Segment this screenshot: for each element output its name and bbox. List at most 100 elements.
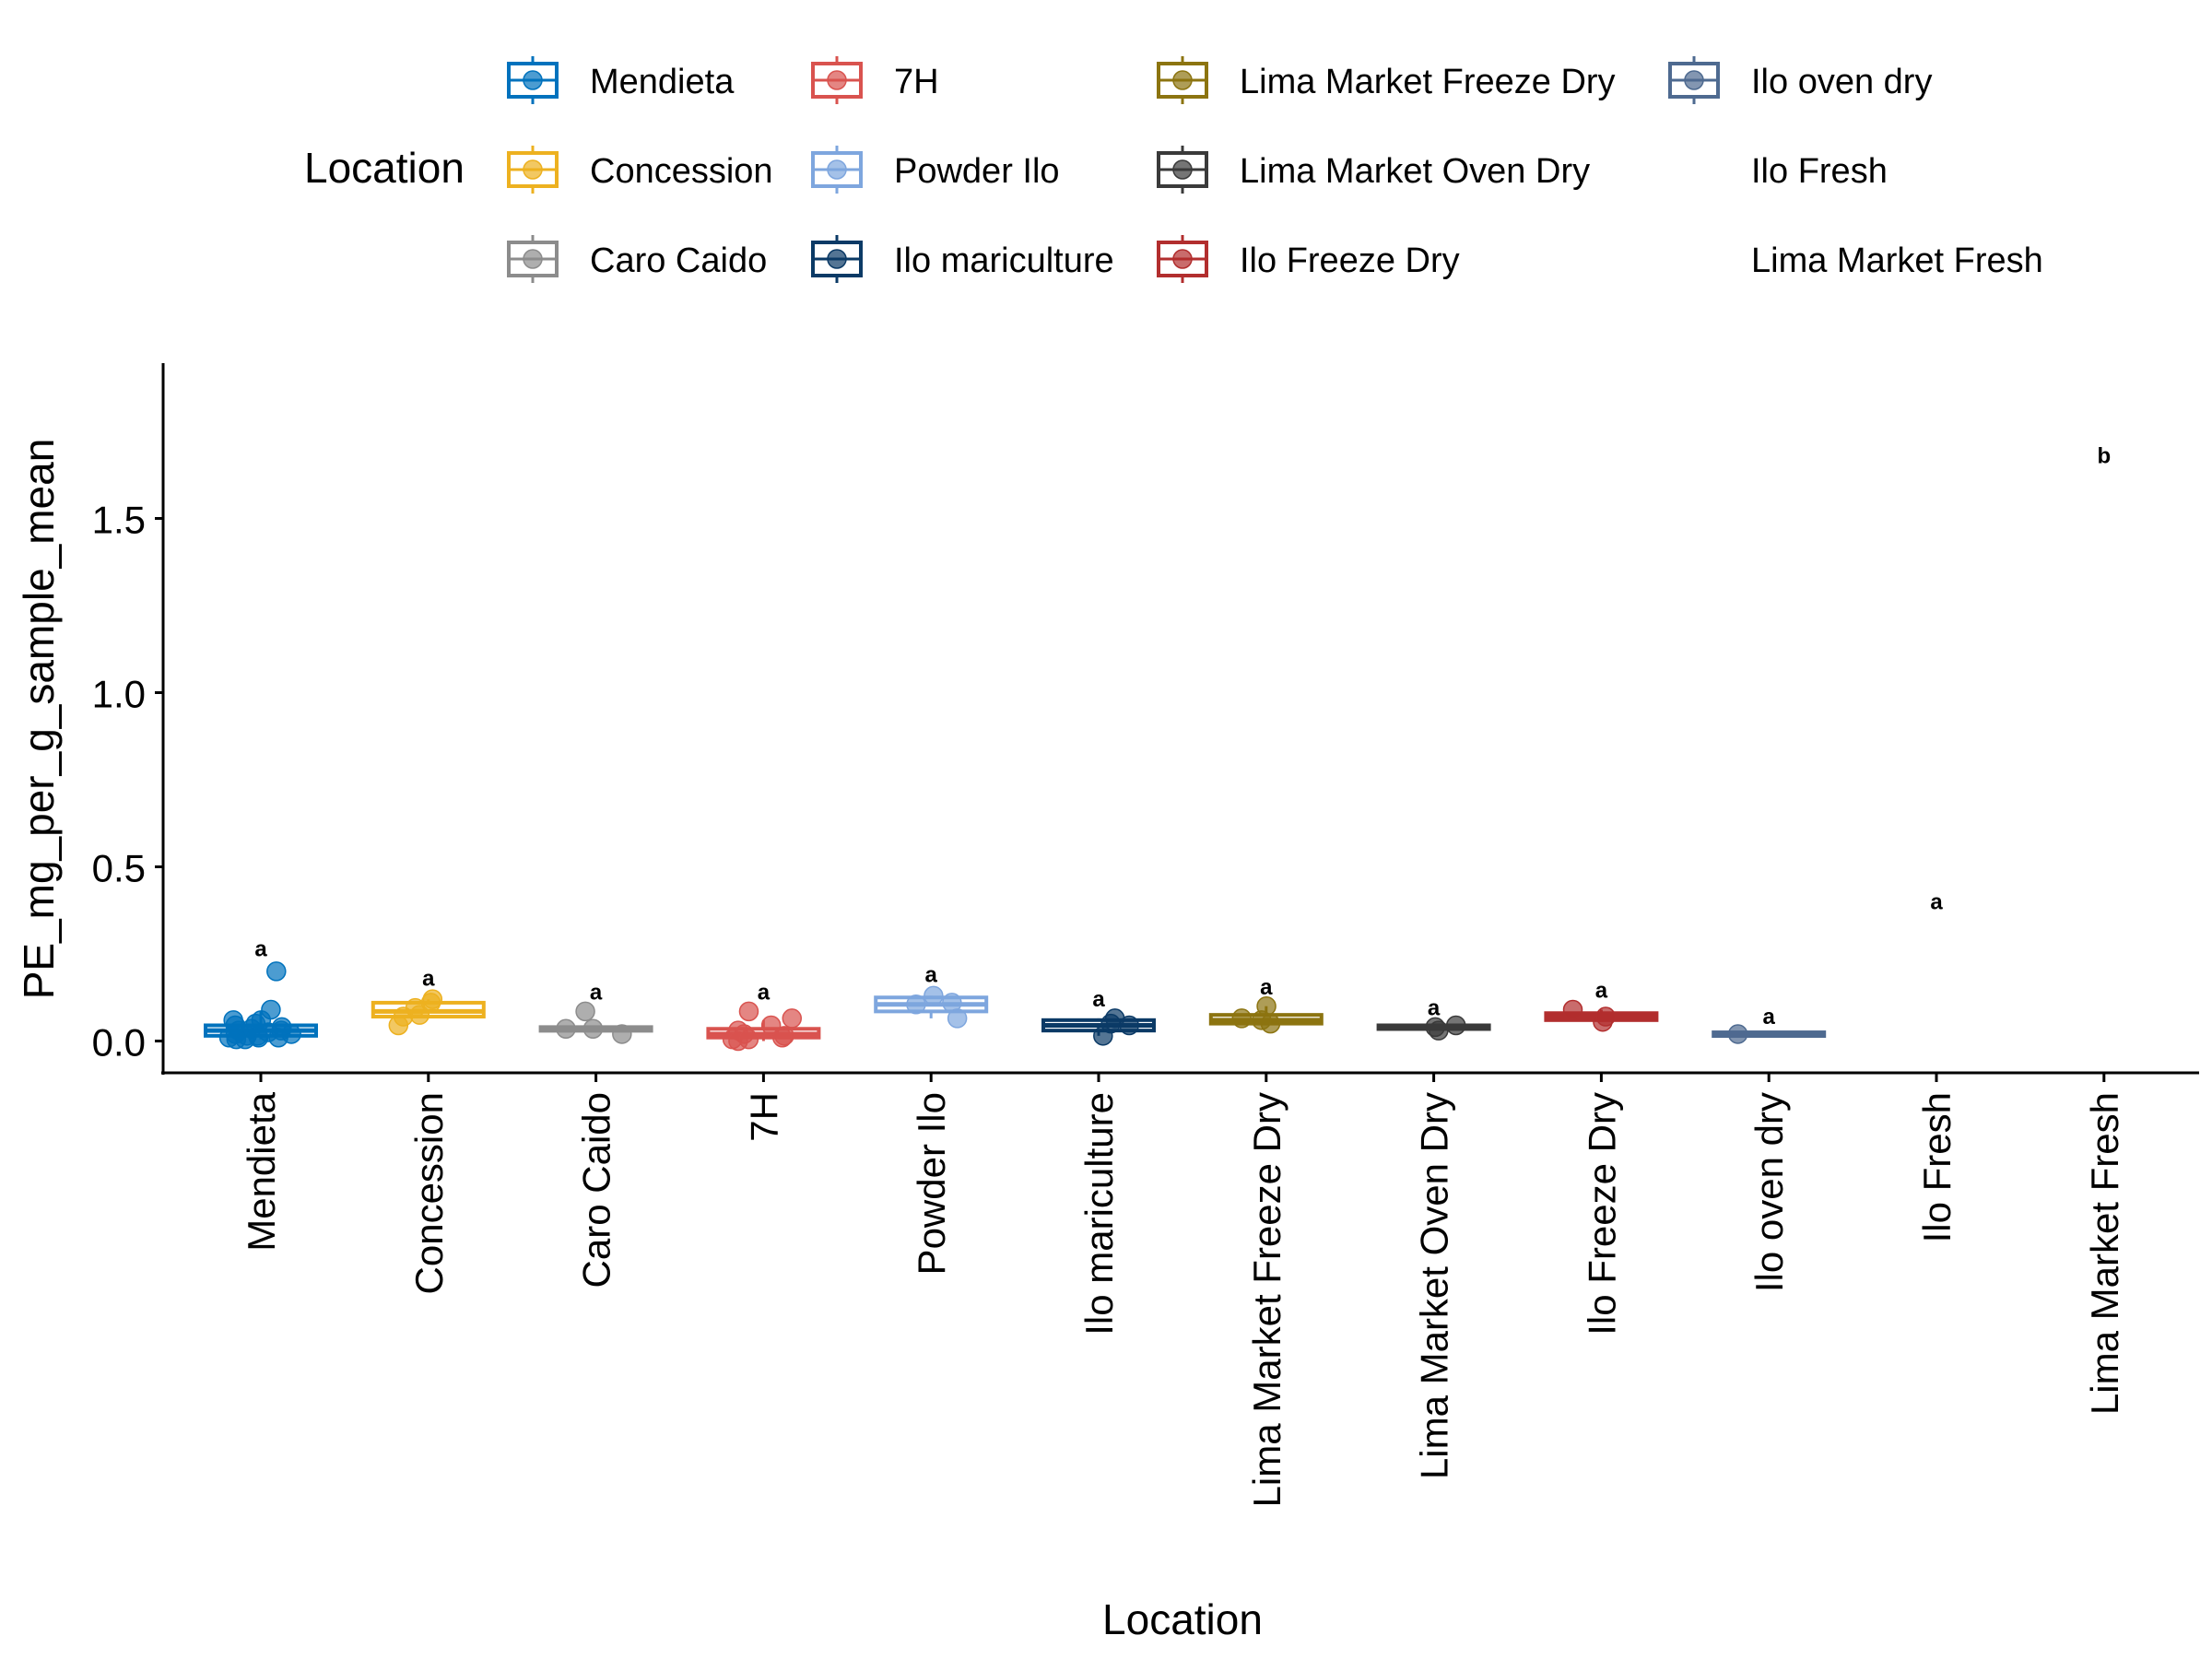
data-point bbox=[248, 1027, 269, 1048]
data-point bbox=[772, 1027, 793, 1048]
series-ilo-oven-dry: a bbox=[1712, 1005, 1827, 1044]
x-tick-label-lima-market-fresh: Lima Market Fresh bbox=[2083, 1092, 2126, 1415]
legend-label: Lima Market Freeze Dry bbox=[1240, 63, 1616, 101]
x-tick-label-ilo-mariculture: Ilo mariculture bbox=[1077, 1092, 1121, 1335]
data-point bbox=[388, 1015, 409, 1036]
series-ilo-freeze-dry: a bbox=[1544, 979, 1659, 1032]
legend-item-ilo-oven-dry: Ilo oven dry bbox=[1668, 56, 1932, 104]
legend-item-ilo-freeze-dry: Ilo Freeze Dry bbox=[1157, 235, 1460, 283]
legend-key-point bbox=[523, 249, 543, 269]
data-point bbox=[1429, 1020, 1449, 1041]
x-tick-label-lima-market-freeze-dry: Lima Market Freeze Dry bbox=[1245, 1092, 1288, 1507]
data-point bbox=[1445, 1015, 1466, 1036]
legend-item-concession: Concession bbox=[507, 146, 773, 194]
legend-item-lima-market-oven-dry: Lima Market Oven Dry bbox=[1157, 146, 1590, 194]
y-axis-label: PE_mg_per_g_sample_mean bbox=[15, 439, 63, 1000]
series-lima-market-oven-dry: a bbox=[1376, 996, 1491, 1041]
series-concession: a bbox=[371, 966, 486, 1036]
x-tick-label-caro-caido: Caro Caido bbox=[575, 1092, 618, 1288]
legend-key-point bbox=[523, 70, 543, 90]
data-point bbox=[266, 961, 287, 982]
x-axis-label: Location bbox=[1102, 1595, 1263, 1643]
significance-letter: a bbox=[1595, 979, 1608, 1004]
significance-letter: b bbox=[2097, 443, 2111, 468]
legend-item-powder-ilo: Powder Ilo bbox=[811, 146, 1060, 194]
data-point bbox=[924, 985, 944, 1006]
legend-label: Caro Caido bbox=[590, 241, 767, 280]
series-powder-ilo: a bbox=[874, 963, 989, 1029]
series-ilo-fresh: a bbox=[1930, 889, 1943, 914]
data-point bbox=[947, 1008, 968, 1029]
data-point bbox=[1231, 1008, 1253, 1029]
legend-item-ilo-fresh: Ilo Fresh bbox=[1751, 152, 1888, 191]
data-point bbox=[226, 1029, 247, 1050]
x-tick-label-ilo-freeze-dry: Ilo Freeze Dry bbox=[1580, 1092, 1623, 1335]
data-point bbox=[738, 1029, 759, 1050]
significance-letter: a bbox=[758, 981, 771, 1006]
series-caro-caido: a bbox=[538, 981, 653, 1044]
data-point bbox=[906, 994, 926, 1015]
legend-label: Lima Market Fresh bbox=[1751, 241, 2043, 280]
legend-label: Lima Market Oven Dry bbox=[1240, 152, 1590, 191]
legend-item-mendieta: Mendieta bbox=[507, 56, 735, 104]
legend-item-lima-market-fresh: Lima Market Fresh bbox=[1751, 241, 2043, 280]
significance-letter: a bbox=[254, 936, 267, 961]
legend-label: Concession bbox=[590, 152, 773, 191]
y-tick-label: 0.5 bbox=[92, 847, 146, 890]
legend-key-point bbox=[827, 159, 847, 180]
data-point bbox=[760, 1015, 782, 1036]
data-point bbox=[556, 1018, 576, 1040]
x-tick-label-powder-ilo: Powder Ilo bbox=[910, 1092, 953, 1275]
x-tick-label-7h: 7H bbox=[742, 1092, 785, 1142]
x-tick-label-lima-market-oven-dry: Lima Market Oven Dry bbox=[1413, 1092, 1456, 1479]
legend-label: Ilo Fresh bbox=[1751, 152, 1888, 191]
y-tick-label: 1.0 bbox=[92, 673, 146, 716]
data-point bbox=[782, 1008, 803, 1029]
x-tick-label-ilo-oven-dry: Ilo oven dry bbox=[1747, 1092, 1791, 1292]
legend-label: Ilo oven dry bbox=[1751, 63, 1932, 101]
significance-letter: a bbox=[1763, 1005, 1776, 1030]
legend-item-caro-caido: Caro Caido bbox=[507, 235, 767, 283]
x-tick-label-ilo-fresh: Ilo Fresh bbox=[1915, 1092, 1959, 1242]
legend-label: Ilo Freeze Dry bbox=[1240, 241, 1460, 280]
data-point bbox=[582, 1018, 604, 1040]
legend-title: Location bbox=[304, 144, 465, 192]
x-tick-label-concession: Concession bbox=[407, 1092, 451, 1294]
y-tick-label: 1.5 bbox=[92, 499, 146, 542]
significance-letter: a bbox=[925, 963, 938, 988]
series-lima-market-freeze-dry: a bbox=[1208, 975, 1324, 1034]
series-ilo-mariculture: a bbox=[1041, 987, 1156, 1046]
legend: Location Mendieta Concession Caro Caido 7H P… bbox=[304, 56, 2043, 283]
data-point bbox=[420, 993, 441, 1013]
data-point bbox=[1562, 999, 1583, 1020]
series-lima-market-fresh: b bbox=[2097, 443, 2111, 468]
legend-key-point bbox=[1684, 70, 1704, 90]
legend-key-point bbox=[1172, 249, 1193, 269]
x-tick-label-mendieta: Mendieta bbox=[240, 1091, 283, 1251]
legend-item-7h: 7H bbox=[811, 56, 939, 104]
significance-letter: a bbox=[1930, 889, 1943, 914]
data-point bbox=[575, 1001, 595, 1022]
significance-letter: a bbox=[1428, 996, 1441, 1021]
significance-letter: a bbox=[1260, 975, 1273, 1000]
y-tick-label: 0.0 bbox=[92, 1021, 146, 1065]
data-point bbox=[612, 1024, 632, 1044]
series-7h: a bbox=[706, 981, 821, 1052]
data-point bbox=[1252, 1010, 1272, 1030]
legend-item-ilo-mariculture: Ilo mariculture bbox=[811, 235, 1114, 283]
significance-letter: a bbox=[590, 981, 603, 1006]
data-point bbox=[1595, 1006, 1616, 1027]
data-point bbox=[1727, 1024, 1748, 1044]
data-point bbox=[1119, 1015, 1139, 1036]
legend-key-point bbox=[523, 159, 543, 180]
legend-item-lima-market-freeze-dry: Lima Market Freeze Dry bbox=[1157, 56, 1616, 104]
legend-label: Ilo mariculture bbox=[894, 241, 1114, 280]
legend-label: Powder Ilo bbox=[894, 152, 1060, 191]
legend-key-point bbox=[1172, 70, 1193, 90]
data-point bbox=[1100, 1013, 1121, 1034]
legend-key-point bbox=[1172, 159, 1193, 180]
legend-key-point bbox=[827, 249, 847, 269]
data-point bbox=[738, 1001, 759, 1022]
significance-letter: a bbox=[422, 966, 435, 991]
